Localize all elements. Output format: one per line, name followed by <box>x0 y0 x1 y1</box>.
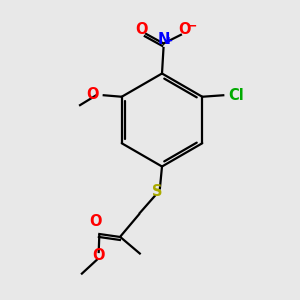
Text: S: S <box>152 184 163 200</box>
Text: +: + <box>165 36 173 46</box>
Text: −: − <box>187 19 198 32</box>
Text: O: O <box>178 22 191 38</box>
Text: O: O <box>90 214 102 229</box>
Text: N: N <box>157 32 170 47</box>
Text: O: O <box>135 22 148 37</box>
Text: Cl: Cl <box>229 88 244 103</box>
Text: O: O <box>92 248 105 263</box>
Text: O: O <box>87 87 99 102</box>
